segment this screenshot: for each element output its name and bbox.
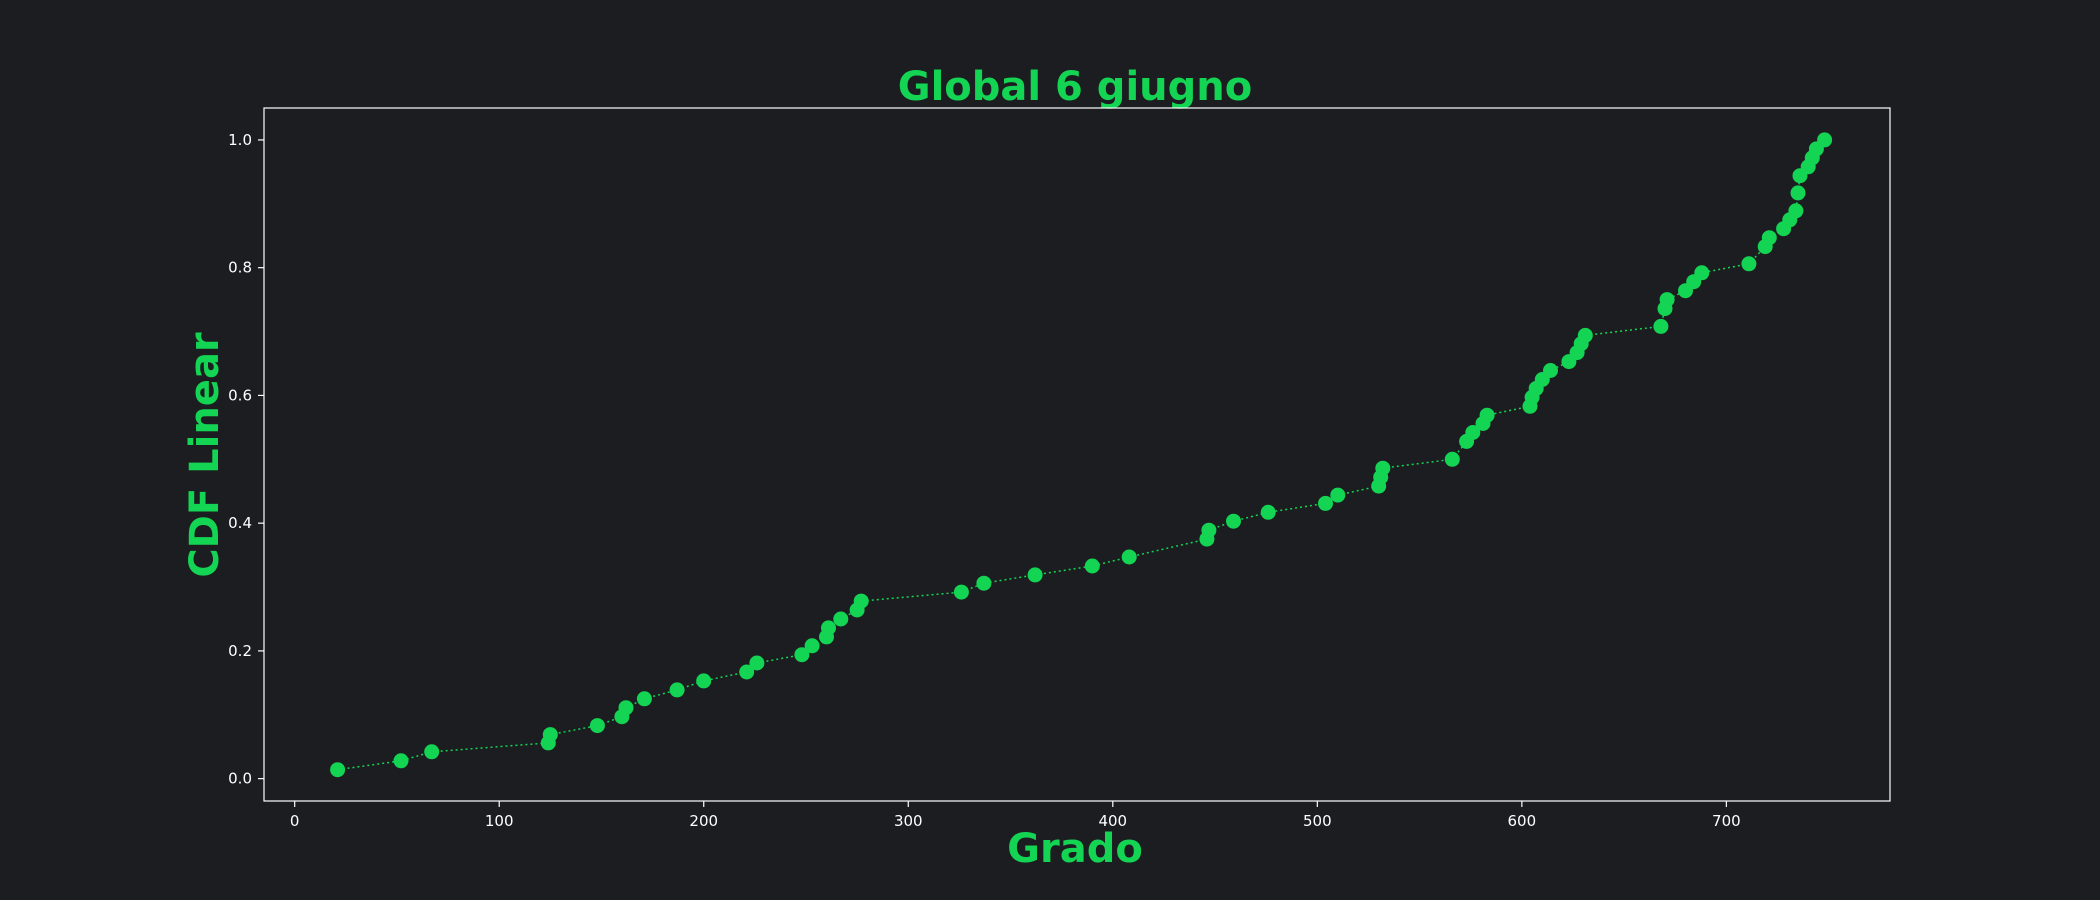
data-point [833,611,849,627]
data-point [424,744,440,760]
data-point [1444,451,1460,467]
y-tick-label: 0.8 [228,259,252,277]
x-tick-label: 700 [1712,812,1741,830]
y-tick-label: 0.2 [228,642,252,660]
data-point [1260,504,1276,520]
y-tick-label: 0.0 [228,770,252,788]
y-axis-label: CDF Linear [182,332,228,578]
data-point [1653,318,1669,334]
data-point [1788,203,1804,219]
data-point [749,655,765,671]
data-point [1543,363,1558,378]
plot-area-frame [263,107,1891,802]
y-tick-label: 0.6 [228,386,252,404]
data-point [739,664,755,680]
data-point [1694,265,1710,281]
data-point [330,762,346,778]
x-tick-label: 100 [485,812,514,830]
data-point [1790,185,1806,201]
data-point [636,691,652,707]
data-point [804,638,820,654]
data-point [1375,460,1391,476]
data-point [1121,549,1137,565]
data-point [821,620,836,636]
data-point [1330,487,1346,503]
y-tick-label: 1.0 [228,131,252,149]
data-point [1761,230,1777,246]
data-point [1226,513,1241,529]
data-point [976,575,992,591]
data-point [853,593,869,609]
data-point [393,753,409,769]
data-point [669,682,685,698]
data-point [794,647,810,663]
data-point [1817,132,1833,148]
data-point [542,727,558,743]
data-point [696,673,712,689]
x-tick-label: 0 [290,812,300,830]
chart-title: Global 6 giugno [898,64,1252,110]
x-tick-label: 300 [894,812,923,830]
data-point [618,700,634,716]
series-line [337,139,1826,771]
data-point [1318,495,1333,511]
x-tick-label: 200 [689,812,718,830]
data-point [1479,407,1495,423]
x-tick-label: 500 [1303,812,1332,830]
data-point [1201,522,1217,538]
data-point [953,584,969,600]
data-point [1465,425,1481,440]
x-axis-ticks: 0 100 200 300 400 500 600 700 [290,801,1741,830]
data-point [1084,558,1100,574]
y-axis-ticks: 0.0 0.2 0.4 0.6 0.8 1.0 [228,131,264,788]
data-point [1659,292,1675,308]
y-tick-label: 0.4 [228,514,252,532]
x-axis-label: Grado [1007,826,1143,872]
series-layer [330,132,1833,778]
data-point [1741,256,1757,272]
data-point [589,718,605,734]
data-point [1577,327,1593,343]
data-point [1027,567,1043,583]
x-tick-label: 400 [1098,812,1127,830]
x-tick-label: 600 [1508,812,1537,830]
